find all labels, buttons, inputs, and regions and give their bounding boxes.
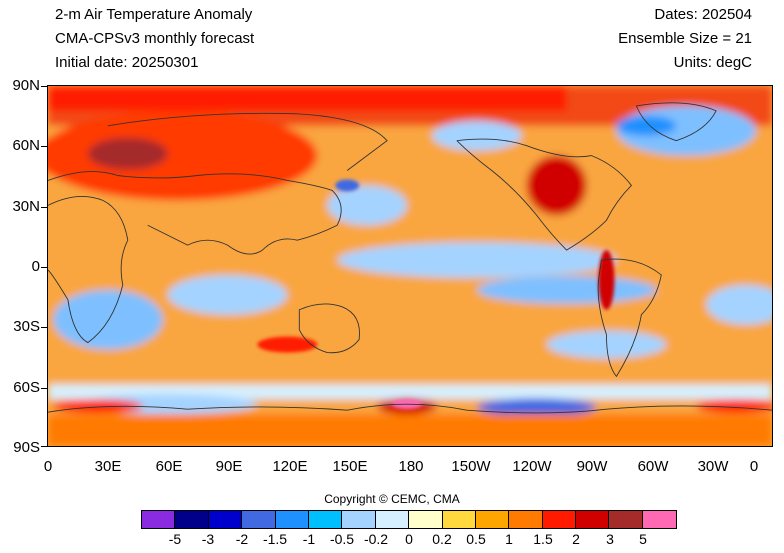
ensemble-size: Ensemble Size = 21 [618,30,752,47]
forecast-dates: Dates: 202504 [654,6,752,23]
map-title: 2-m Air Temperature Anomaly [55,6,253,23]
coastlines [48,102,772,414]
anomaly-map [47,85,773,447]
colorbar-swatch [175,511,209,528]
colorbar-swatch [375,511,410,528]
colorbar-swatch [642,511,677,528]
lat-label: 90S [13,439,40,456]
colorbar-label: 1.5 [533,531,553,547]
colorbar-swatch [342,511,376,528]
lon-label: 150W [451,458,491,475]
lon-label: 60W [637,458,669,475]
lon-label: 120W [512,458,552,475]
lat-label: 0 [31,258,40,275]
colorbar-label: 0 [405,531,413,547]
colorbar-swatch [275,511,309,528]
colorbar-label: 0.5 [466,531,486,547]
colorbar-swatch [308,511,343,528]
anomaly-map-canvas [48,86,772,446]
lon-label: 0 [43,458,53,475]
colorbar [141,510,678,529]
copyright-notice: Copyright © CEMC, CMA [324,492,460,506]
lon-label: 30E [94,458,122,475]
colorbar-swatch [409,511,443,528]
lat-tick [41,207,47,208]
lon-label: 0 [749,458,759,475]
colorbar-swatch [475,511,510,528]
anomaly-field [48,86,772,446]
colorbar-swatch [509,511,543,528]
colorbar-label: -0.5 [329,531,355,547]
lat-tick [41,86,47,87]
colorbar-label: 5 [639,531,647,547]
colorbar-label: -1 [302,531,316,547]
lat-tick [41,388,47,389]
colorbar-label: -0.2 [363,531,389,547]
lat-label: 60N [12,137,40,154]
colorbar-label: 3 [606,531,614,547]
colorbar-label: 0.2 [432,531,452,547]
lon-label: 30W [697,458,729,475]
units-label: Units: degC [673,54,752,71]
colorbar-label: -1.5 [262,531,288,547]
colorbar-swatch [542,511,577,528]
lon-label: 90E [215,458,243,475]
lon-label: 60E [155,458,183,475]
colorbar-label: 1 [505,531,513,547]
lat-tick [41,327,47,328]
colorbar-label: 2 [572,531,580,547]
colorbar-swatch [442,511,476,528]
lon-label: 150E [332,458,368,475]
model-name: CMA-CPSv3 monthly forecast [55,30,255,47]
lat-tick [41,267,47,268]
lat-label: 30N [12,198,40,215]
lon-label: 90W [576,458,608,475]
colorbar-swatch [242,511,276,528]
lat-tick [41,146,47,147]
lon-label: 180 [398,458,424,475]
colorbar-label: -5 [168,531,182,547]
colorbar-swatch [208,511,243,528]
lat-label: 90N [12,77,40,94]
lat-label: 60S [13,379,40,396]
colorbar-label: -2 [235,531,249,547]
colorbar-swatch [142,511,176,528]
lat-label: 30S [13,318,40,335]
initial-date: Initial date: 20250301 [55,54,199,71]
colorbar-label: -3 [201,531,215,547]
lat-tick [41,446,47,447]
lon-label: 120E [272,458,308,475]
colorbar-swatch [609,511,643,528]
colorbar-swatch [576,511,610,528]
